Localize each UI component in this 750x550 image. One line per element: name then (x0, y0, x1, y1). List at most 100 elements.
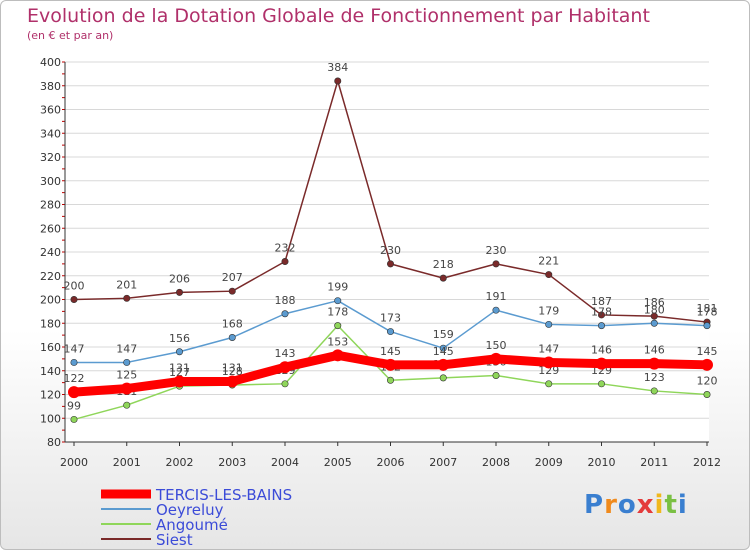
data-label: 146 (591, 344, 612, 357)
y-tick-label: 380 (40, 80, 61, 93)
data-point (597, 311, 605, 319)
x-tick-label: 2007 (429, 456, 457, 469)
data-label: 129 (538, 364, 559, 377)
data-point (68, 386, 80, 399)
x-tick-label: 2006 (377, 456, 405, 469)
data-label: 221 (538, 255, 559, 268)
data-point (542, 356, 555, 369)
data-point (281, 310, 289, 318)
data-label: 230 (486, 244, 507, 257)
data-label: 200 (64, 280, 85, 293)
data-point (228, 287, 236, 295)
y-tick-label: 80 (47, 436, 61, 449)
data-point (490, 352, 502, 365)
logo-letter: i (654, 490, 665, 520)
data-label: 147 (64, 342, 85, 355)
data-point (545, 380, 553, 388)
data-point (228, 333, 236, 341)
data-point (439, 274, 447, 282)
data-label: 207 (222, 271, 243, 284)
data-point (334, 77, 342, 85)
y-tick-label: 340 (40, 127, 61, 140)
x-tick-label: 2002 (166, 456, 194, 469)
data-point (650, 319, 658, 327)
data-point (331, 349, 344, 362)
x-tick-label: 2009 (535, 456, 563, 469)
data-label: 168 (222, 318, 243, 331)
chart-title: Evolution de la Dotation Globale de Fonc… (27, 5, 650, 27)
logo-letter: i (677, 490, 688, 520)
data-point (597, 380, 605, 388)
data-label: 147 (538, 342, 559, 355)
data-point (334, 297, 342, 305)
y-tick-label: 320 (40, 151, 61, 164)
logo-letter: x (636, 490, 655, 520)
x-tick-label: 2010 (588, 456, 616, 469)
x-tick-label: 2012 (693, 456, 721, 469)
data-label: 186 (644, 296, 665, 309)
data-label: 153 (327, 335, 348, 348)
y-tick-label: 240 (40, 246, 61, 259)
x-tick-label: 2011 (640, 456, 668, 469)
data-label: 173 (380, 312, 401, 325)
data-point (701, 358, 713, 371)
data-label: 178 (327, 306, 348, 319)
data-label: 181 (697, 302, 718, 315)
legend-label: TERCIS-LES-BAINS (155, 486, 292, 504)
data-label: 147 (116, 342, 137, 355)
data-label: 178 (697, 306, 718, 319)
data-point (386, 260, 394, 268)
data-point (703, 390, 711, 398)
data-label: 199 (327, 281, 348, 294)
y-tick-label: 260 (40, 222, 61, 235)
y-tick-label: 100 (40, 412, 61, 425)
y-tick-label: 140 (40, 365, 61, 378)
data-label: 201 (116, 278, 137, 291)
data-point (334, 322, 342, 330)
data-label: 187 (591, 295, 612, 308)
data-point (70, 295, 78, 303)
legend-label: Angoumé (156, 516, 228, 534)
data-point (123, 358, 131, 366)
logo-letter: t (664, 490, 678, 520)
data-label: 232 (275, 242, 296, 255)
data-point (70, 358, 78, 366)
x-tick-label: 2001 (113, 456, 141, 469)
y-tick-label: 160 (40, 341, 61, 354)
data-point (176, 348, 184, 356)
data-point (70, 415, 78, 423)
data-label: 384 (327, 61, 348, 74)
data-point (597, 322, 605, 330)
data-label: 188 (275, 294, 296, 307)
data-point (545, 320, 553, 328)
data-point (281, 257, 289, 265)
data-label: 143 (275, 347, 296, 360)
logo-letter: r (604, 490, 618, 520)
data-point (703, 322, 711, 330)
data-label: 99 (67, 399, 81, 412)
x-tick-label: 2003 (218, 456, 246, 469)
y-tick-label: 360 (40, 104, 61, 117)
data-label: 146 (644, 344, 665, 357)
data-point (123, 294, 131, 302)
data-label: 131 (169, 361, 190, 374)
data-label: 178 (591, 306, 612, 319)
data-point (226, 375, 239, 388)
y-tick-label: 200 (40, 294, 61, 307)
y-tick-label: 300 (40, 175, 61, 188)
data-point (120, 382, 133, 395)
data-point (439, 374, 447, 382)
data-label: 180 (644, 303, 665, 316)
y-tick-label: 220 (40, 270, 61, 283)
data-point (123, 401, 131, 409)
chart-subtitle: (en € et par an) (27, 29, 114, 42)
data-label: 125 (116, 369, 137, 382)
y-tick-label: 400 (40, 56, 61, 69)
data-point (386, 328, 394, 336)
data-label: 156 (169, 332, 190, 345)
x-tick-label: 2000 (60, 456, 88, 469)
data-label: 159 (433, 328, 454, 341)
data-label: 145 (380, 345, 401, 358)
